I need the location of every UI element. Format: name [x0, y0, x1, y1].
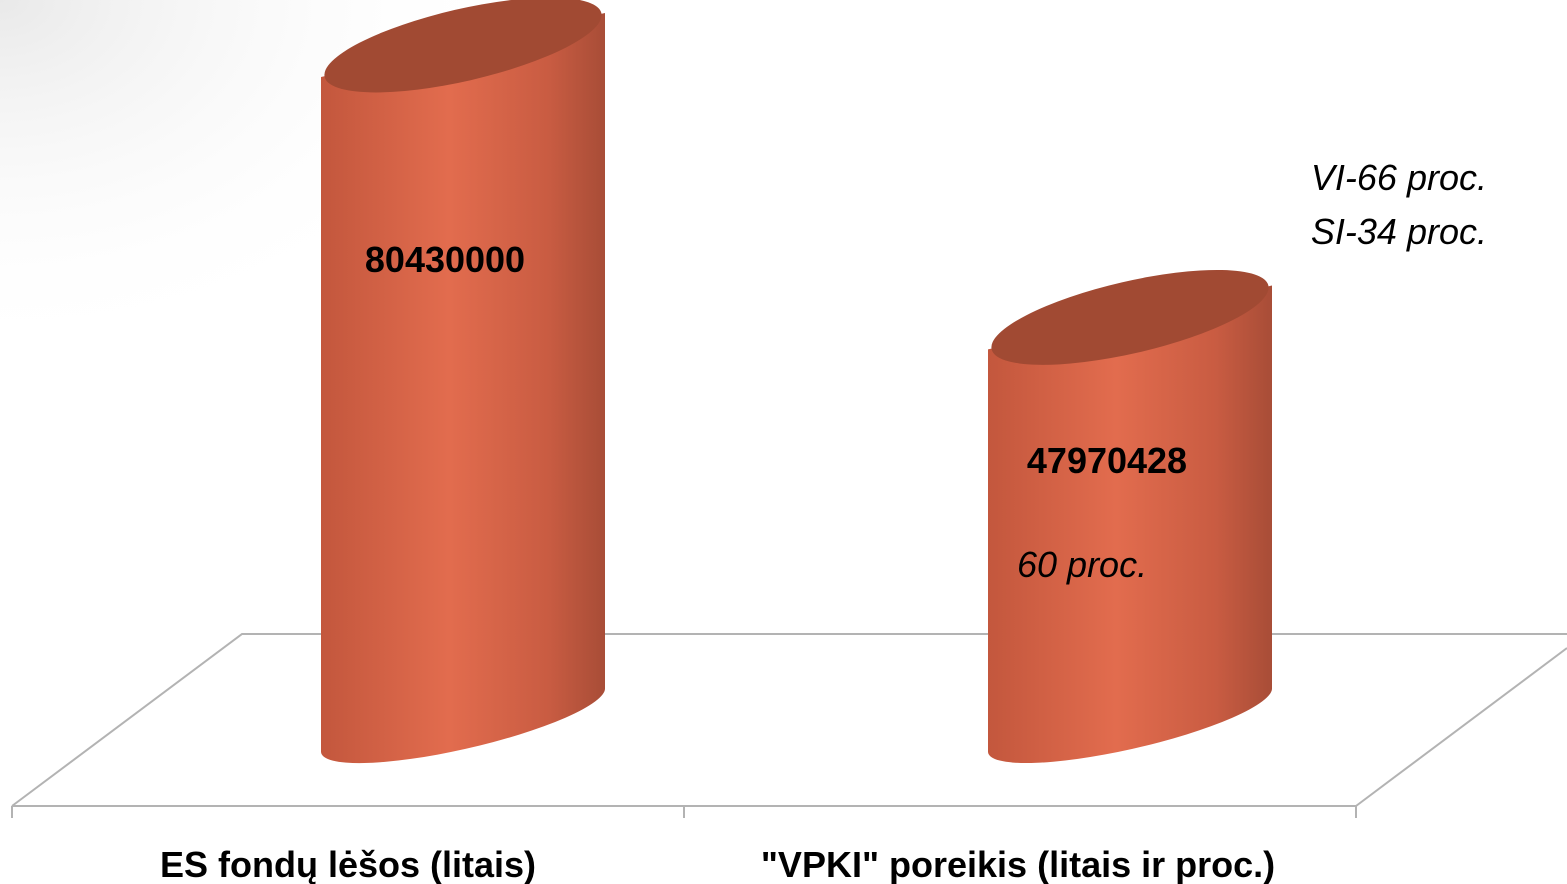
side-note-vi: VI-66 proc. [1311, 157, 1487, 198]
bar-es-fondu-body [321, 13, 606, 764]
bar-es-fondu [321, 0, 606, 764]
bar-vpki-poreikis-body [988, 285, 1273, 764]
floor-right-edge [1355, 647, 1567, 807]
bar-vpki-poreikis-top [991, 269, 1269, 365]
chart-floor [11, 633, 1567, 818]
side-note-si: SI-34 proc. [1311, 211, 1487, 252]
bars-group [321, 0, 1273, 764]
data-label-es-fondu: 80430000 [365, 239, 525, 280]
category-label-es-fondu: ES fondų lėšos (litais) [160, 844, 536, 884]
bar-note-vpki-percent: 60 proc. [1017, 544, 1147, 585]
category-label-vpki-poreikis: "VPKI" poreikis (litais ir proc.) [761, 844, 1275, 884]
bar-es-fondu-top [324, 0, 602, 93]
data-label-vpki-poreikis: 47970428 [1027, 440, 1187, 481]
labels-group: ES fondų lėšos (litais) "VPKI" poreikis … [160, 157, 1487, 884]
floor-back-edge [11, 633, 1567, 807]
bar-vpki-poreikis [988, 269, 1273, 764]
